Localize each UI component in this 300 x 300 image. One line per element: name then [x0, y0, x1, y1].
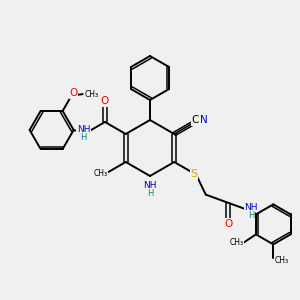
Text: O: O [224, 219, 232, 229]
Text: H: H [248, 211, 254, 220]
Text: CH₃: CH₃ [274, 256, 288, 265]
Text: H: H [147, 188, 153, 197]
Text: NH: NH [244, 203, 258, 212]
Text: O: O [70, 88, 78, 98]
Text: CH₃: CH₃ [85, 90, 99, 99]
Text: CH₃: CH₃ [93, 169, 107, 178]
Text: S: S [191, 169, 198, 179]
Text: O: O [101, 96, 109, 106]
Text: H: H [80, 133, 87, 142]
Text: C: C [191, 115, 199, 125]
Text: NH: NH [77, 124, 90, 134]
Text: CH₃: CH₃ [230, 238, 244, 247]
Text: N: N [200, 115, 208, 125]
Text: NH: NH [143, 182, 157, 190]
